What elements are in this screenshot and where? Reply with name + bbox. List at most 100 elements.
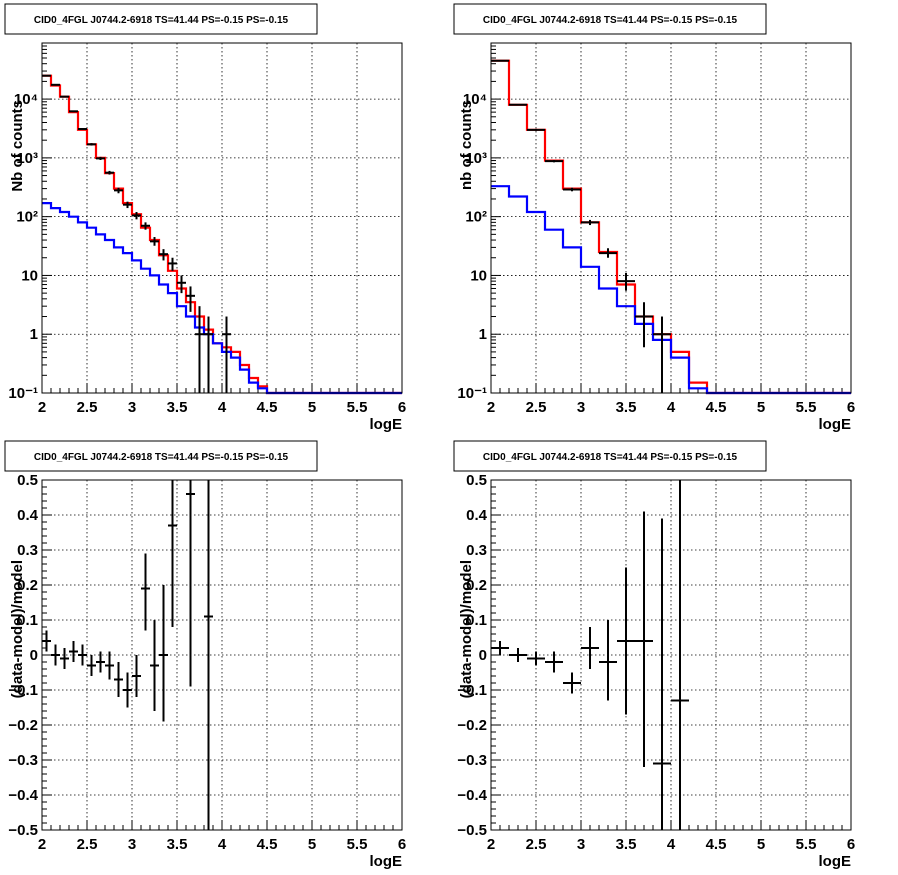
chart-panel-2: 2 2.5 3 3.5 4 4.5 5 5.5 6 10⁻¹ 1 10 10² 10³ 10⁴ CID0_4F… <box>453 3 855 433</box>
data-point <box>653 316 671 393</box>
x-tick-label: 5 <box>308 399 316 416</box>
y-axis-title: Nb of counts <box>9 100 26 192</box>
data-point <box>195 306 204 393</box>
x-tick-label: 5.5 <box>796 836 817 853</box>
x-tick-label: 6 <box>398 836 406 853</box>
x-tick-label: 2 <box>487 399 495 416</box>
y-tick-label: 10² <box>16 209 38 226</box>
data-point <box>159 249 168 261</box>
data-point <box>141 222 150 230</box>
x-axis-title: logE <box>370 853 403 870</box>
data-point <box>527 651 545 666</box>
x-tick-label: 5.5 <box>347 399 368 416</box>
y-tick-label: −0.2 <box>457 717 487 734</box>
plot-frame <box>490 42 852 394</box>
x-tick-label: 4 <box>218 836 227 853</box>
x-axis-title: logE <box>370 416 403 433</box>
x-tick-label: 2.5 <box>526 399 547 416</box>
x-tick-label: 5 <box>757 399 765 416</box>
data-point <box>60 95 69 98</box>
data-point <box>653 518 671 830</box>
data-point <box>42 74 51 77</box>
data-point <box>96 651 105 673</box>
data-point <box>545 160 563 163</box>
x-tick-label: 2.5 <box>77 836 98 853</box>
data-point <box>491 641 509 655</box>
plot-frame <box>41 479 403 831</box>
x-tick-label: 4.5 <box>706 836 727 853</box>
data-point <box>186 286 195 312</box>
data-point <box>87 143 96 146</box>
y-tick-label: −0.5 <box>457 822 487 839</box>
chart-title: CID0_4FGL J0744.2-6918 TS=41.44 PS=-0.15… <box>483 15 738 26</box>
y-axis-title: (data-model)/model <box>9 560 26 698</box>
data-point <box>150 237 159 246</box>
y-tick-label: 0.1 <box>17 612 38 629</box>
x-tick-label: 3 <box>128 399 136 416</box>
x-tick-label: 3 <box>577 399 585 416</box>
x-axis-title: logE <box>819 416 852 433</box>
chart-title-box <box>4 440 318 472</box>
x-tick-label: 4.5 <box>257 836 278 853</box>
data-point <box>42 630 51 652</box>
y-tick-label: 0 <box>479 647 487 664</box>
data-point <box>114 187 123 194</box>
y-axis-title: (data-model)/model <box>458 560 475 698</box>
chart-panel-1: 2 2.5 3 3.5 4 4.5 5 5.5 6 10⁻¹ 1 10 10² 10³ 10⁴ CID0_4F… <box>4 3 406 433</box>
x-tick-label: 3.5 <box>616 399 637 416</box>
chart-panel-3: 2 2.5 3 3.5 4 4.5 5 5.5 6 −0.5 −0.4 −0.3 −0.2 −0.1 0 0.… <box>4 440 406 870</box>
y-tick-label: −0.3 <box>8 752 38 769</box>
data-point <box>123 672 132 708</box>
data-point <box>204 316 213 393</box>
y-tick-label: −0.4 <box>8 787 38 804</box>
data-point <box>78 644 87 666</box>
y-tick-label: 0.5 <box>466 472 487 489</box>
data-point <box>114 662 123 697</box>
data-point <box>132 212 141 220</box>
data-point <box>177 275 186 294</box>
x-tick-label: 2.5 <box>526 836 547 853</box>
x-tick-label: 6 <box>847 399 855 416</box>
x-tick-label: 4.5 <box>706 399 727 416</box>
data-point <box>491 59 509 62</box>
x-tick-label: 3.5 <box>616 836 637 853</box>
data-point <box>69 641 78 662</box>
x-tick-label: 5 <box>308 836 316 853</box>
y-tick-label: 10³ <box>16 150 38 167</box>
x-tick-label: 4 <box>667 836 676 853</box>
data-point <box>96 156 105 161</box>
data-point <box>599 248 617 258</box>
data-point <box>509 103 527 106</box>
x-axis-title: logE <box>819 853 852 870</box>
data-point <box>563 672 581 694</box>
data-point <box>527 128 545 131</box>
chart-title-box <box>4 3 318 35</box>
y-tick-label: 0.2 <box>17 577 38 594</box>
x-tick-label: 5.5 <box>796 399 817 416</box>
data-point <box>69 110 78 113</box>
y-tick-label: −0.5 <box>8 822 38 839</box>
data-point <box>87 655 96 676</box>
data-point <box>581 219 599 226</box>
chart-panel-4: 2 2.5 3 3.5 4 4.5 5 5.5 6 −0.5 −0.4 −0.3 −0.2 −0.1 0 0.… <box>453 440 855 870</box>
x-tick-label: 3 <box>128 836 136 853</box>
data-point <box>168 257 177 271</box>
y-tick-label: 0.1 <box>466 612 487 629</box>
y-tick-label: 1 <box>479 326 487 343</box>
data-point <box>105 170 114 175</box>
y-tick-label: −0.1 <box>457 682 487 699</box>
x-tick-label: 3.5 <box>167 836 188 853</box>
data-point <box>222 316 231 393</box>
y-tick-label: 0 <box>30 647 38 664</box>
data-point <box>671 480 689 830</box>
y-tick-label: 0.4 <box>466 507 488 524</box>
y-tick-label: 10⁴ <box>463 91 487 108</box>
y-tick-label: 0.2 <box>466 577 487 594</box>
x-tick-label: 3.5 <box>167 399 188 416</box>
data-point <box>105 651 114 680</box>
data-point <box>563 187 581 192</box>
data-point <box>635 511 653 767</box>
x-tick-label: 6 <box>398 399 406 416</box>
chart-title: CID0_4FGL J0744.2-6918 TS=41.44 PS=-0.15… <box>483 452 738 463</box>
